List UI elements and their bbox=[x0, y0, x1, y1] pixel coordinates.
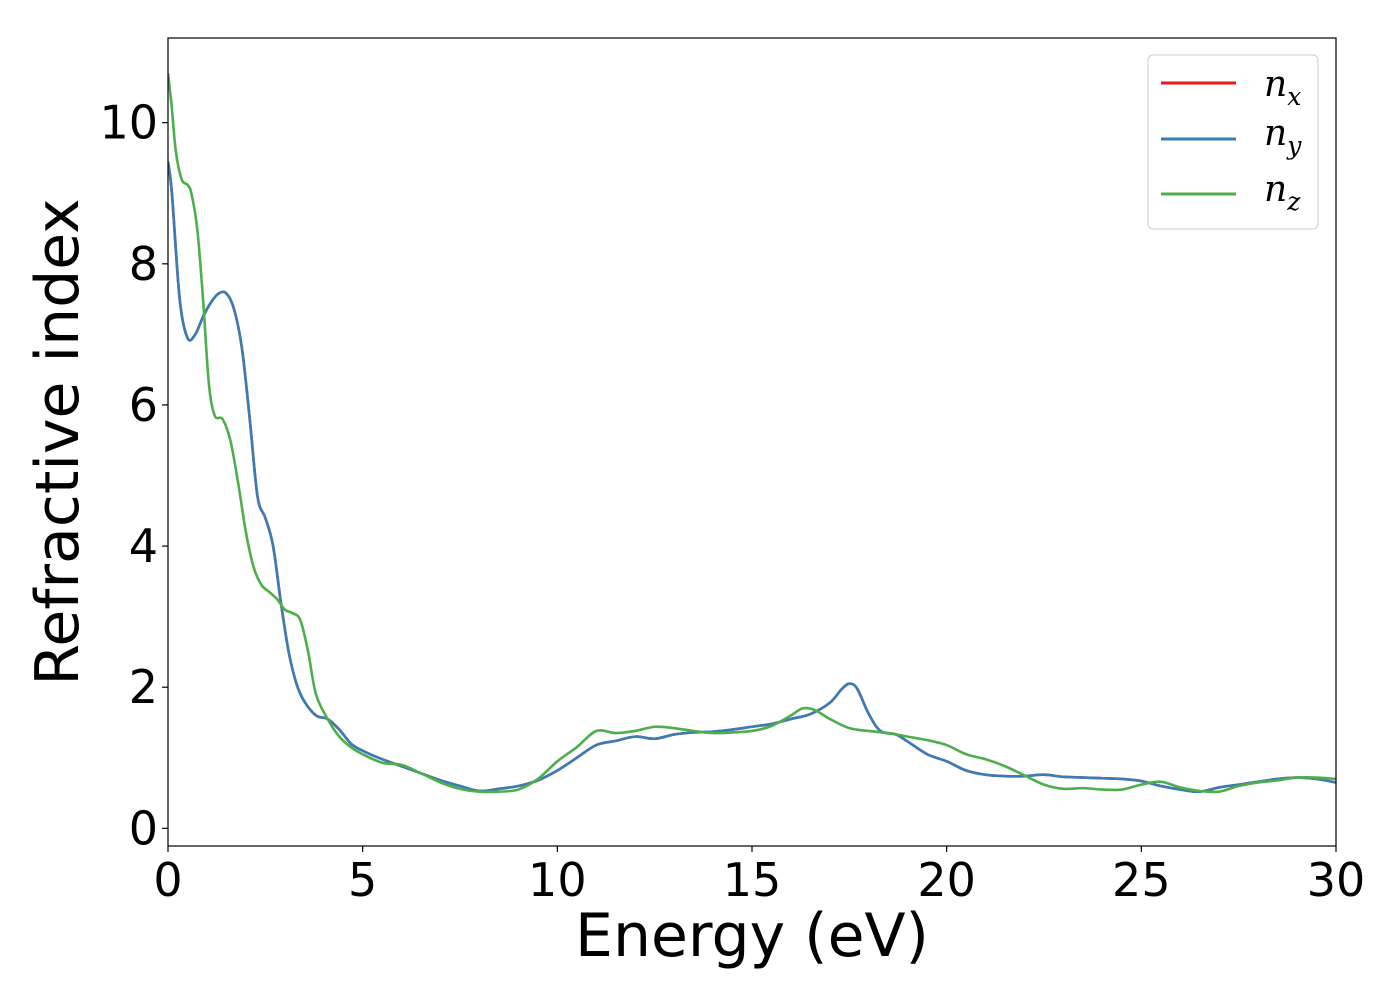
x-axis-label: Energy (eV) bbox=[575, 901, 929, 971]
y-axis-label: Refractive index bbox=[23, 198, 93, 685]
series-line-ny bbox=[168, 161, 1336, 794]
y-tick-label: 4 bbox=[129, 519, 158, 573]
x-axis-ticks: 0 5 10 15 20 25 30 bbox=[153, 846, 1365, 907]
series-line-nz bbox=[168, 73, 1336, 794]
x-tick-label: 20 bbox=[917, 853, 976, 907]
y-tick-label: 6 bbox=[129, 378, 158, 432]
x-tick-label: 10 bbox=[528, 853, 587, 907]
x-tick-label: 0 bbox=[153, 853, 182, 907]
x-tick-label: 30 bbox=[1307, 853, 1366, 907]
y-tick-label: 0 bbox=[129, 801, 158, 855]
x-tick-label: 5 bbox=[348, 853, 377, 907]
x-tick-label: 15 bbox=[723, 853, 782, 907]
series-layer bbox=[168, 73, 1336, 794]
y-tick-label: 8 bbox=[129, 237, 158, 291]
y-tick-label: 10 bbox=[99, 96, 158, 150]
y-tick-label: 2 bbox=[129, 660, 158, 714]
legend-label-nz: nz bbox=[1264, 169, 1301, 216]
legend-box bbox=[1147, 54, 1319, 230]
series-line-nx bbox=[168, 161, 1336, 794]
legend-label-ny: ny bbox=[1264, 113, 1302, 160]
y-axis-ticks: 0 2 4 6 8 10 bbox=[99, 96, 168, 855]
legend: nx ny nz bbox=[1147, 54, 1319, 230]
x-tick-label: 25 bbox=[1112, 853, 1171, 907]
legend-label-nx: nx bbox=[1264, 64, 1301, 111]
